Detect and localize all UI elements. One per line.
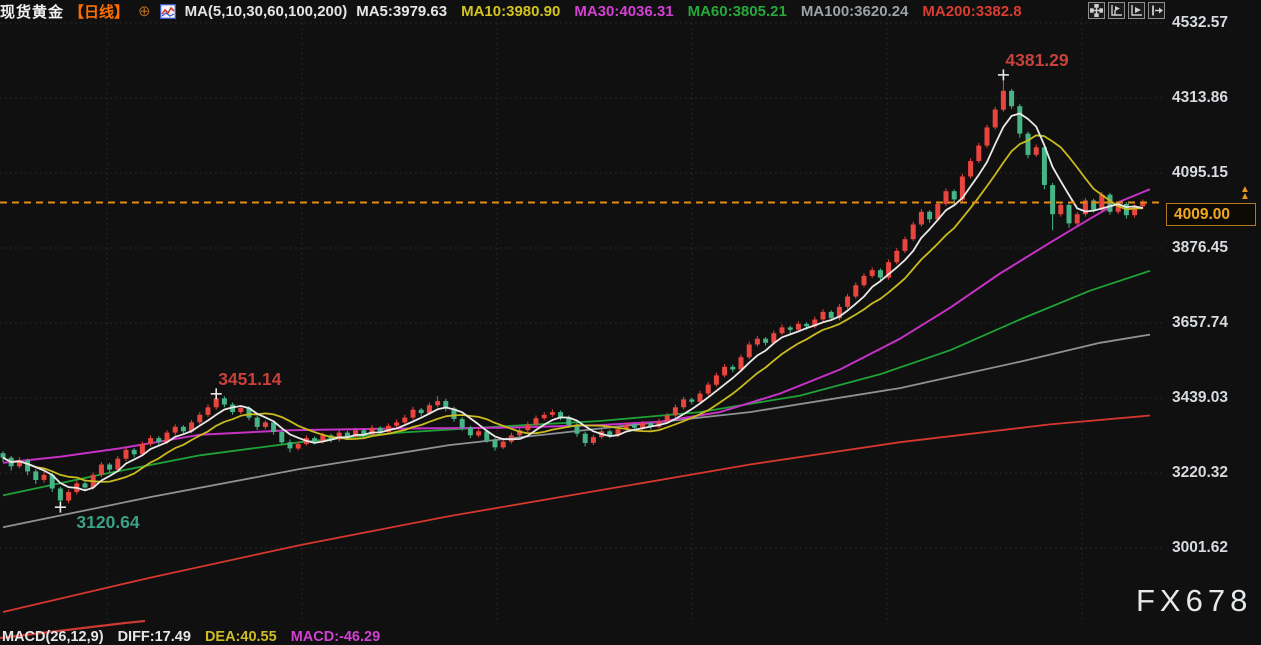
symbol-title: 现货黄金 — [0, 3, 65, 21]
exit-right-icon — [1152, 5, 1163, 16]
exit-right-button[interactable] — [1148, 2, 1165, 19]
move-tool-button[interactable] — [1088, 2, 1105, 19]
price-up-arrow-icon: ▲ ▲ — [1240, 184, 1250, 202]
macd-settings-label: MACD(26,12,9) — [2, 629, 104, 645]
macd-footer: MACD(26,12,9) DIFF:17.49 DEA:40.55 MACD:… — [2, 629, 390, 645]
ma-legend-item: MA100:3620.24 — [800, 2, 909, 20]
price-annotation: 3451.14 — [218, 369, 282, 389]
axis-left-chart-icon — [1111, 5, 1122, 16]
ma-legend: MA5:3979.63 MA10:3980.90 MA30:4036.31 MA60:… — [356, 3, 1021, 20]
y-axis-tick: 3657.74 — [1172, 314, 1229, 331]
chart-toolbar — [1088, 2, 1165, 19]
watermark: FX678 — [1136, 583, 1253, 618]
macd-value: MACD:-46.29 — [290, 629, 381, 645]
axis-play-chart-button[interactable] — [1128, 2, 1145, 19]
chart-header: 现货黄金 【日线】 ⊕ MA(5,10,30,60,100,200) MA5:3… — [0, 0, 1022, 22]
y-axis-tick: 3001.62 — [1172, 539, 1229, 556]
extreme-cross-icon — [997, 69, 1009, 81]
ma-legend-item: MA5:3979.63 — [356, 2, 448, 20]
axis-left-chart-button[interactable] — [1108, 2, 1125, 19]
crosshair-target-icon[interactable]: ⊕ — [138, 2, 151, 20]
price-annotation: 3120.64 — [76, 512, 140, 532]
y-axis[interactable]: 4532.57 4313.86 4095.15 3876.45 3657.74 3439.… — [1170, 0, 1261, 639]
period-label[interactable]: 【日线】 — [69, 3, 130, 21]
axis-play-chart-icon — [1131, 5, 1142, 16]
move-tool-icon — [1090, 4, 1103, 17]
chart-type-icon[interactable] — [159, 3, 176, 19]
y-axis-tick: 4313.86 — [1172, 89, 1229, 106]
ma-legend-item: MA60:3805.21 — [687, 2, 787, 20]
y-axis-tick: 3439.03 — [1172, 389, 1229, 406]
current-price-label: 4009.00 — [1166, 203, 1256, 226]
extreme-cross-icon — [210, 388, 222, 400]
ma-legend-item: MA10:3980.90 — [461, 2, 561, 20]
ma-legend-item: MA200:3382.8 — [922, 2, 1022, 20]
macd-diff-value: DIFF:17.49 — [117, 629, 191, 645]
price-annotation: 4381.29 — [1005, 50, 1069, 70]
current-price-value: 4009.00 — [1174, 205, 1231, 223]
y-axis-tick: 3876.45 — [1172, 239, 1229, 256]
y-axis-tick: 4095.15 — [1172, 164, 1229, 181]
y-axis-tick: 3220.32 — [1172, 464, 1229, 481]
macd-dea-value: DEA:40.55 — [204, 629, 277, 645]
ma-settings-label[interactable]: MA(5,10,30,60,100,200) — [184, 2, 348, 20]
ma-legend-item: MA30:4036.31 — [574, 2, 674, 20]
y-axis-tick: 4532.57 — [1172, 14, 1229, 31]
extreme-cross-icon — [54, 501, 66, 513]
